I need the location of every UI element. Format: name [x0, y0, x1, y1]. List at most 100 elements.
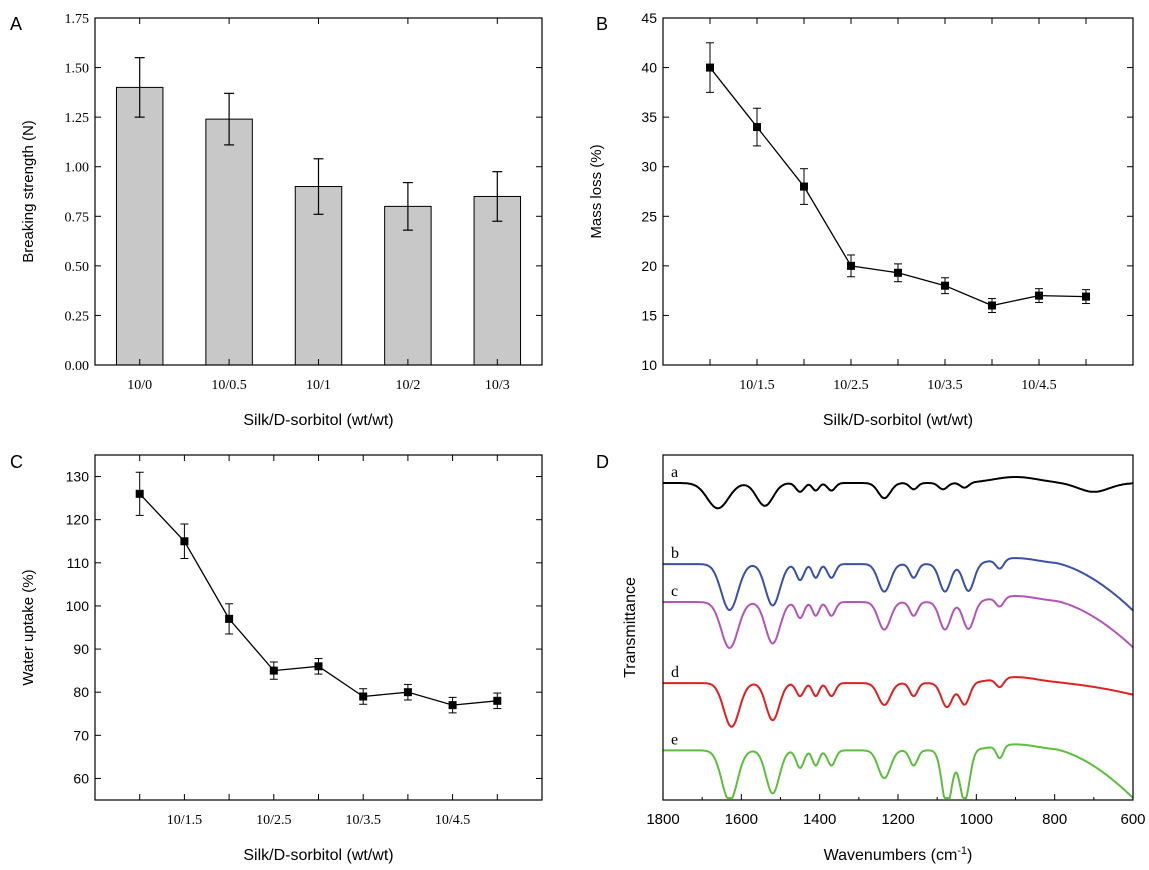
- y-tick-label: 70: [73, 727, 89, 743]
- x-tick-label: 10/4.5: [435, 813, 470, 828]
- data-point: [493, 696, 502, 705]
- x-tick-label: 800: [1042, 811, 1067, 828]
- y-tick-label: 1.25: [65, 111, 90, 126]
- x-tick-label: 1800: [646, 811, 679, 828]
- y-tick-label: 1.75: [65, 12, 90, 27]
- series-label-c: c: [671, 583, 678, 600]
- data-point: [1082, 292, 1090, 301]
- y-tick-label: 90: [73, 641, 89, 657]
- y-axis-label: Breaking strength (N): [20, 120, 37, 263]
- x-axis-label-sup: -1: [957, 845, 967, 857]
- y-tick-label: 25: [641, 208, 657, 224]
- panel-a: A 0.00 0.25 0.50 0.75 1.00 1.25 1.50 1.75 Breakin…: [10, 12, 543, 429]
- x-axis-label-close: ): [967, 847, 972, 864]
- bar: [473, 195, 522, 366]
- panel-label-a: A: [10, 14, 22, 34]
- data-point: [941, 281, 949, 290]
- x-tick-label: 10/2.5: [833, 378, 868, 393]
- y-tick-label: 0.50: [65, 260, 90, 275]
- data-point: [314, 662, 323, 671]
- y-tick-label: 35: [641, 109, 657, 125]
- y-tick-label: 60: [73, 770, 89, 786]
- x-axis-label: Silk/D-sorbitol (wt/wt): [243, 847, 393, 864]
- x-tick-label: 10/2.5: [256, 813, 291, 828]
- y-tick-label: 10: [641, 357, 657, 373]
- y-axis-label: Transmittance: [622, 577, 639, 678]
- y-axis-label: Mass loss (%): [588, 144, 605, 238]
- bar: [115, 86, 164, 366]
- y-tick-label: 100: [66, 598, 90, 614]
- series-label-b: b: [671, 545, 679, 562]
- data-point: [1035, 291, 1043, 300]
- x-tick-label: 1400: [803, 811, 836, 828]
- x-tick-label: 10/1.5: [739, 378, 774, 393]
- y-tick-label: 0.25: [65, 309, 90, 324]
- plot-frame: [662, 454, 1134, 801]
- panel-label-b: B: [596, 14, 608, 34]
- x-tick-label: 10/1.5: [167, 813, 202, 828]
- x-tick-label: 10/4.5: [1021, 378, 1056, 393]
- spectrum-e: [663, 743, 1134, 799]
- x-tick-label: 10/0: [127, 378, 152, 393]
- x-tick-label: 1000: [960, 811, 993, 828]
- data-point: [135, 489, 144, 498]
- y-axis-label: Water uptake (%): [20, 569, 37, 685]
- series-label-e: e: [671, 731, 678, 748]
- data-point: [403, 688, 412, 697]
- data-point: [800, 182, 808, 191]
- y-tick-label: 110: [67, 555, 90, 571]
- panel-label-c: C: [10, 452, 23, 472]
- x-axis-label: Silk/D-sorbitol (wt/wt): [243, 412, 393, 429]
- series-label-d: d: [671, 664, 679, 681]
- data-point: [359, 692, 368, 701]
- y-tick-label: 15: [641, 307, 657, 323]
- bar: [205, 118, 253, 366]
- y-tick-label: 20: [641, 258, 657, 274]
- y-tick-label: 30: [641, 159, 657, 175]
- data-point: [753, 123, 761, 132]
- plot-frame: [94, 17, 543, 366]
- plot-frame: [94, 454, 543, 801]
- panel-c: C 60 70 80 90 100 110 120 130 Water uptake (%) 10/…: [10, 452, 543, 864]
- data-point: [448, 701, 457, 710]
- x-axis-label-main: Wavenumbers (cm: [824, 847, 958, 864]
- panel-d: D 1800 1600 1400 1200 1000 800 600 a b c d e Transmit…: [596, 452, 1146, 864]
- x-tick-label: 10/1: [306, 378, 331, 393]
- plot-frame: [662, 17, 1134, 366]
- x-tick-label: 1200: [881, 811, 914, 828]
- panel-b: B 10 15 20 25 30 35 40 45 Mass loss (%) 10/1.5 10/2…: [588, 10, 1134, 429]
- y-tick-label: 0.00: [65, 359, 90, 374]
- x-tick-label: 10/3: [485, 378, 510, 393]
- y-tick-label: 1.00: [65, 161, 90, 176]
- y-tick-label: 1.50: [65, 62, 90, 77]
- data-point: [988, 301, 996, 310]
- spectrum-a: [663, 476, 1134, 510]
- x-tick-label: 10/2: [395, 378, 420, 393]
- data-point: [225, 614, 234, 623]
- x-tick-label: 10/3.5: [927, 378, 962, 393]
- y-tick-label: 45: [641, 10, 657, 26]
- spectrum-b: [663, 557, 1134, 612]
- x-axis-label: Wavenumbers (cm-1): [824, 845, 973, 864]
- data-point: [894, 268, 902, 277]
- panel-label-d: D: [596, 452, 609, 472]
- x-tick-label: 10/0.5: [211, 378, 246, 393]
- series-label-a: a: [671, 464, 678, 481]
- x-tick-label: 600: [1120, 811, 1145, 828]
- y-tick-label: 120: [66, 512, 90, 528]
- spectrum-d: [663, 676, 1134, 728]
- y-tick-label: 0.75: [65, 210, 90, 225]
- bar: [384, 205, 432, 366]
- x-axis-label: Silk/D-sorbitol (wt/wt): [823, 412, 973, 429]
- data-point: [847, 261, 855, 270]
- y-tick-label: 80: [73, 684, 89, 700]
- x-tick-label: 1600: [725, 811, 758, 828]
- y-tick-label: 130: [66, 469, 90, 485]
- data-point: [180, 537, 189, 546]
- data-point: [706, 63, 714, 72]
- data-point: [269, 666, 278, 675]
- x-tick-label: 10/3.5: [346, 813, 381, 828]
- y-tick-label: 40: [641, 60, 657, 76]
- spectrum-c: [663, 595, 1134, 650]
